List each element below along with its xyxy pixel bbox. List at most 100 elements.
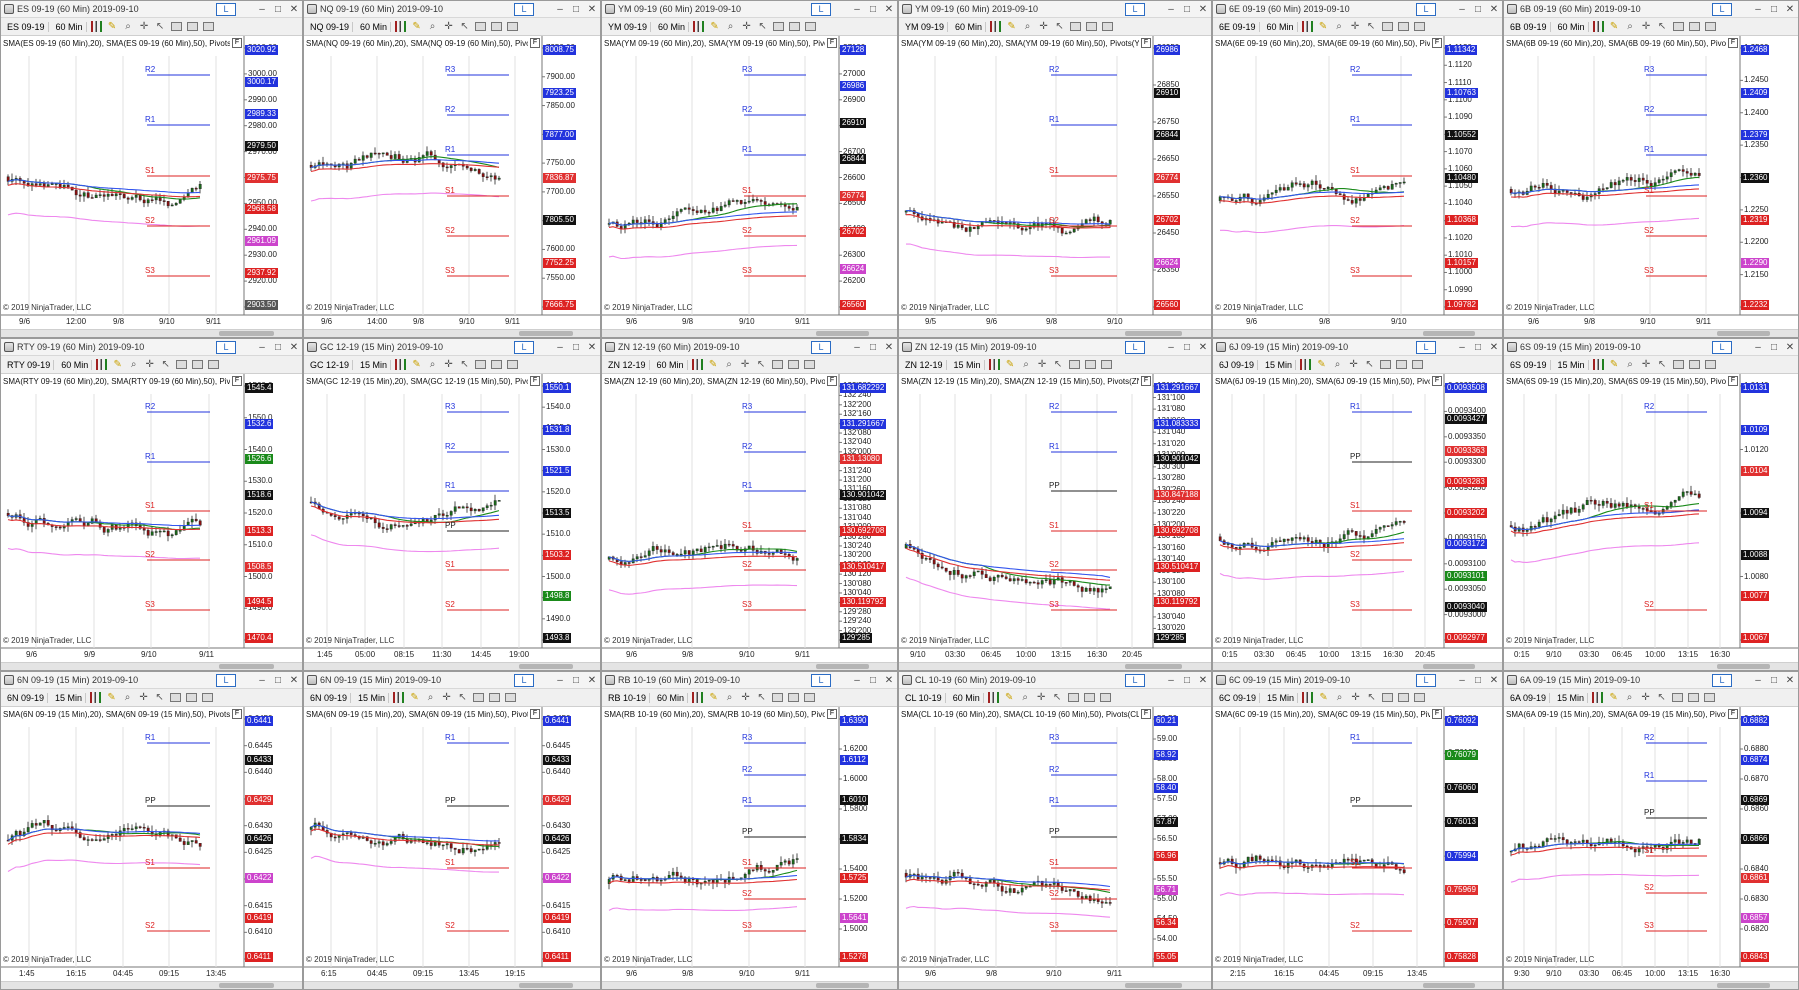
price-plot[interactable] [1, 707, 302, 981]
properties-icon[interactable] [1704, 22, 1716, 31]
instrument-selector[interactable]: 6E 09-19 [1216, 21, 1260, 32]
window-titlebar[interactable]: 6C 09-19 (15 Min) 2019-09-10 L – □ ✕ [1213, 672, 1502, 689]
window-titlebar[interactable]: YM 09-19 (60 Min) 2019-09-10 L – □ ✕ [899, 1, 1211, 18]
price-chart[interactable] [304, 36, 601, 329]
strategies-icon[interactable] [1688, 360, 1700, 369]
link-button[interactable]: L [1416, 673, 1436, 687]
instrument-selector[interactable]: NQ 09-19 [307, 21, 354, 32]
indicator-toggle-icon[interactable]: F [827, 38, 837, 48]
crosshair-icon[interactable]: ✛ [740, 359, 750, 370]
crosshair-icon[interactable]: ✛ [1351, 692, 1360, 703]
cursor-icon[interactable]: ↖ [1365, 359, 1374, 370]
price-chart[interactable] [1213, 374, 1503, 662]
close-icon[interactable]: ✕ [1489, 341, 1499, 353]
strategies-icon[interactable] [788, 693, 800, 702]
zoom-icon[interactable]: ⌕ [1334, 359, 1341, 370]
crosshair-icon[interactable]: ✛ [1641, 21, 1651, 32]
indicators-icon[interactable] [176, 360, 188, 369]
maximize-icon[interactable]: □ [1474, 3, 1482, 15]
zoom-icon[interactable]: ⌕ [1627, 359, 1633, 370]
window-titlebar[interactable]: ZN 12-19 (15 Min) 2019-09-10 L – □ ✕ [899, 339, 1211, 356]
drawing-tool-icon[interactable]: ✎ [709, 692, 718, 703]
crosshair-icon[interactable]: ✛ [1641, 692, 1650, 703]
price-chart[interactable] [1213, 36, 1503, 329]
indicator-toggle-icon[interactable]: F [827, 376, 837, 386]
properties-icon[interactable] [202, 693, 214, 702]
scrollbar-thumb[interactable] [519, 664, 573, 669]
crosshair-icon[interactable]: ✛ [442, 692, 451, 703]
strategies-icon[interactable] [1086, 22, 1098, 31]
cursor-icon[interactable]: ↖ [758, 21, 767, 32]
properties-icon[interactable] [1412, 360, 1424, 369]
chart-style-icon[interactable] [692, 692, 704, 703]
scrollbar-thumb[interactable] [1125, 664, 1182, 669]
drawing-tool-icon[interactable]: ✎ [1007, 21, 1016, 32]
cursor-icon[interactable]: ↖ [1657, 359, 1667, 370]
period-selector[interactable]: 60 Min [1555, 21, 1589, 32]
chart-style-icon[interactable] [395, 359, 407, 370]
link-button[interactable]: L [1712, 340, 1732, 354]
chart-style-icon[interactable] [1302, 692, 1314, 703]
maximize-icon[interactable]: □ [1770, 341, 1778, 353]
indicators-icon[interactable] [1380, 360, 1392, 369]
instrument-selector[interactable]: 6N 09-19 [307, 692, 352, 703]
price-plot[interactable] [1, 36, 302, 329]
strategies-icon[interactable] [491, 22, 503, 31]
instrument-selector[interactable]: 6A 09-19 [1507, 692, 1551, 703]
drawing-tool-icon[interactable]: ✎ [107, 21, 117, 32]
close-icon[interactable]: ✕ [587, 3, 597, 15]
indicator-toggle-icon[interactable]: F [530, 709, 540, 719]
chart-style-icon[interactable] [1592, 692, 1604, 703]
instrument-selector[interactable]: ES 09-19 [4, 21, 49, 32]
close-icon[interactable]: ✕ [1785, 341, 1795, 353]
price-plot[interactable] [1213, 707, 1502, 981]
period-selector[interactable]: 60 Min [53, 21, 87, 32]
price-plot[interactable] [1504, 374, 1799, 662]
indicators-icon[interactable] [170, 22, 182, 31]
price-plot[interactable] [1213, 36, 1503, 329]
price-chart[interactable] [1504, 374, 1799, 662]
period-selector[interactable]: 60 Min [357, 21, 392, 32]
period-selector[interactable]: 15 Min [1262, 359, 1297, 370]
chart-style-icon[interactable] [90, 21, 102, 32]
close-icon[interactable]: ✕ [289, 341, 299, 353]
scrollbar-thumb[interactable] [1717, 331, 1770, 336]
price-plot[interactable] [602, 36, 897, 329]
drawing-tool-icon[interactable]: ✎ [412, 359, 421, 370]
cursor-icon[interactable]: ↖ [460, 21, 469, 32]
drawing-tool-icon[interactable]: ✎ [1609, 692, 1618, 703]
link-button[interactable]: L [1125, 340, 1145, 354]
instrument-selector[interactable]: ZN 12-19 [902, 359, 947, 370]
zoom-icon[interactable]: ⌕ [1627, 21, 1633, 32]
close-icon[interactable]: ✕ [289, 674, 299, 686]
indicators-icon[interactable] [170, 693, 182, 702]
close-icon[interactable]: ✕ [884, 674, 894, 686]
horizontal-scrollbar[interactable] [304, 981, 600, 989]
strategies-icon[interactable] [192, 360, 204, 369]
horizontal-scrollbar[interactable] [899, 981, 1211, 989]
properties-icon[interactable] [803, 360, 815, 369]
chart-style-icon[interactable] [988, 359, 1000, 370]
horizontal-scrollbar[interactable] [899, 662, 1211, 670]
properties-icon[interactable] [507, 22, 519, 31]
cursor-icon[interactable]: ↖ [161, 359, 170, 370]
instrument-selector[interactable]: YM 09-19 [902, 21, 949, 32]
horizontal-scrollbar[interactable] [1213, 981, 1502, 989]
price-plot[interactable] [602, 374, 897, 662]
window-titlebar[interactable]: RB 10-19 (60 Min) 2019-09-10 L – □ ✕ [602, 672, 897, 689]
window-titlebar[interactable]: YM 09-19 (60 Min) 2019-09-10 L – □ ✕ [602, 1, 897, 18]
scrollbar-thumb[interactable] [1125, 983, 1182, 988]
indicators-icon[interactable] [1381, 22, 1393, 31]
maximize-icon[interactable]: □ [572, 674, 580, 686]
instrument-selector[interactable]: RB 10-19 [605, 692, 651, 703]
cursor-icon[interactable]: ↖ [1053, 359, 1063, 370]
indicator-toggle-icon[interactable]: F [1141, 709, 1151, 719]
period-selector[interactable]: 15 Min [951, 359, 985, 370]
properties-icon[interactable] [804, 693, 816, 702]
zoom-icon[interactable]: ⌕ [429, 359, 436, 370]
scrollbar-thumb[interactable] [1125, 331, 1182, 336]
cursor-icon[interactable]: ↖ [155, 21, 165, 32]
price-plot[interactable] [1213, 374, 1503, 662]
link-button[interactable]: L [216, 673, 236, 687]
drawing-tool-icon[interactable]: ✎ [1317, 359, 1326, 370]
